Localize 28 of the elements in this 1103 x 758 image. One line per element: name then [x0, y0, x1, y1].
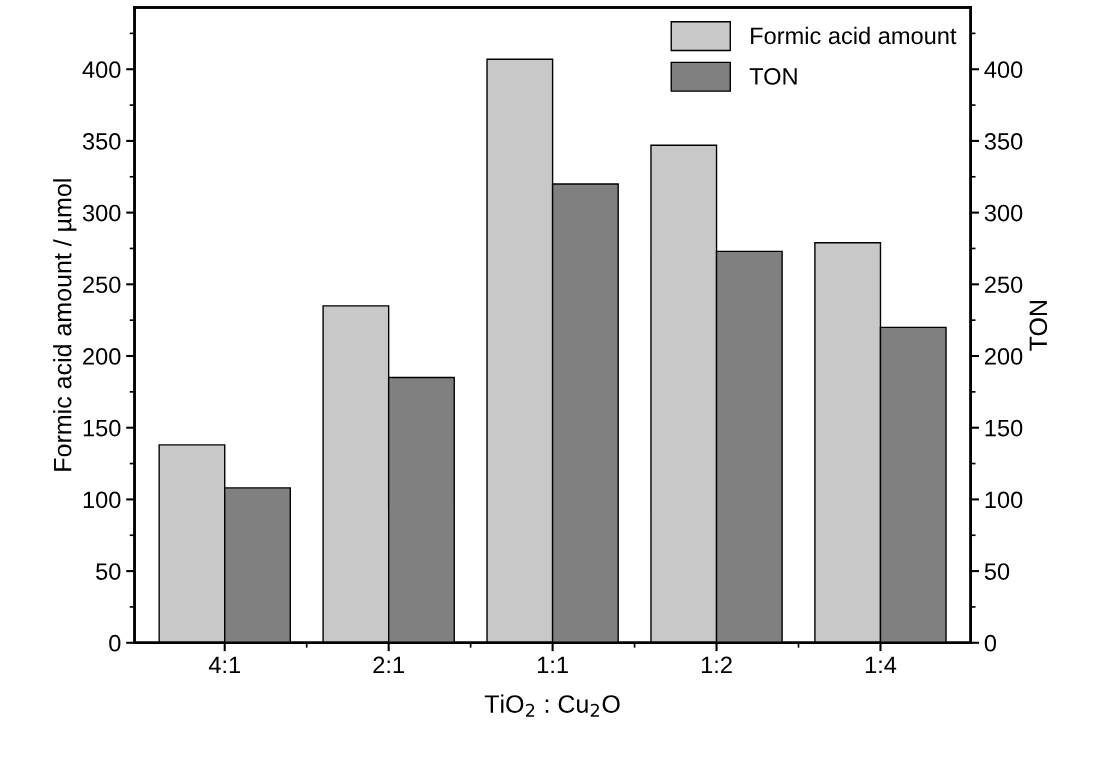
y2-tick-label: 300	[984, 204, 1023, 222]
y-tick-label: 250	[83, 276, 121, 294]
x-tick-label: 1:2	[701, 656, 732, 674]
y-tick-label: 200	[83, 348, 121, 365]
x-tick-label: 1:1	[537, 656, 568, 674]
y-tick-label: 300	[82, 204, 121, 222]
y2-tick-label: 100	[985, 491, 1023, 509]
x-tick-label: 1:4	[865, 656, 897, 674]
x-tick-label: 4:1	[208, 656, 240, 674]
y2-tick-label: 0	[984, 634, 997, 652]
y2-tick-label: 400	[984, 61, 1023, 79]
x-tick-label: 2:1	[373, 656, 404, 674]
y2-tick-label: 200	[985, 348, 1023, 365]
y-tick-label: 50	[96, 563, 121, 580]
y-tick-label: 0	[109, 634, 121, 652]
y2-tick-label: 50	[984, 563, 1010, 580]
y2-tick-label: 150	[985, 419, 1023, 437]
y2-axis-title: TON	[1029, 301, 1048, 351]
y-axis-title: Formic acid amount / µmol	[53, 179, 77, 471]
y-tick-label: 100	[83, 491, 121, 509]
y2-tick-label: 250	[985, 276, 1023, 294]
legend-label: Formic acid amount	[751, 26, 957, 45]
y2-tick-label: 350	[984, 133, 1023, 150]
x-axis-title: TiO$_{2}$ : Cu$_{2}$O	[484, 694, 620, 717]
y-tick-label: 350	[82, 133, 121, 150]
legend-label: TON	[749, 68, 797, 85]
y-tick-label: 150	[83, 419, 121, 437]
y-tick-label: 400	[82, 61, 121, 79]
